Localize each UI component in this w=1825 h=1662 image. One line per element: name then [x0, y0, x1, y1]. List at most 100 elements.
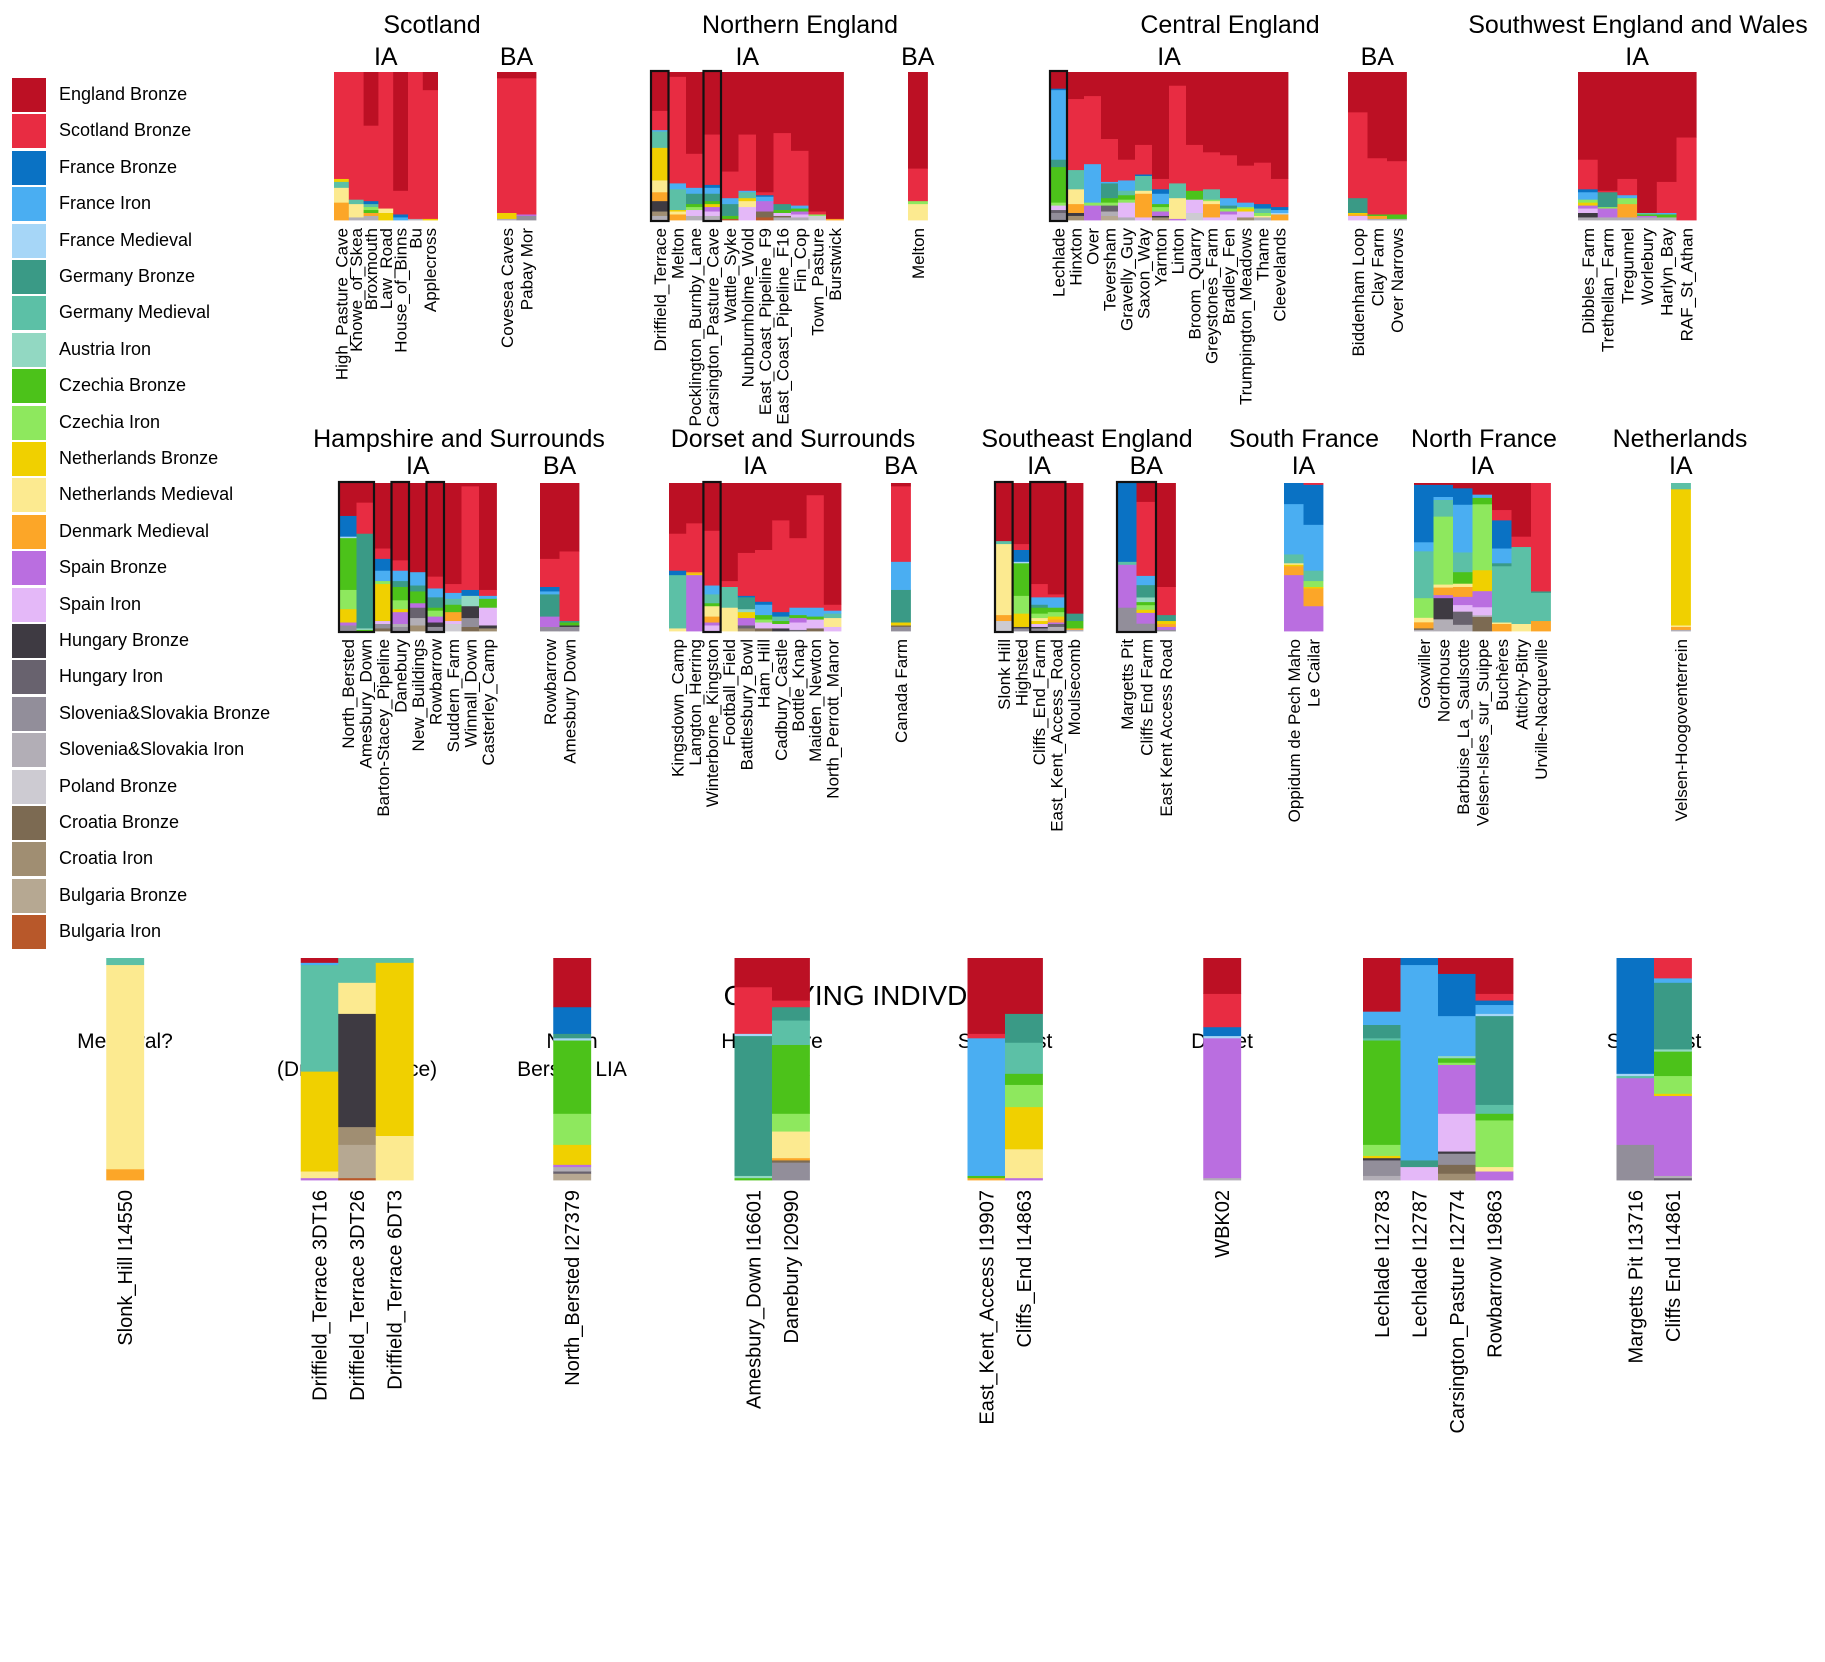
segment-NM: [1135, 190, 1153, 194]
segment-SB: [721, 171, 739, 199]
bar-label: Barbuise_La_Saulsotte: [1454, 639, 1473, 815]
segment-FB: [1117, 483, 1137, 562]
legend-swatch: [12, 478, 46, 513]
segment-HI: [1047, 623, 1066, 627]
segment-NB: [374, 583, 392, 622]
legend-item: Slovenia&Slovakia Bronze: [12, 696, 302, 731]
bar: [1237, 72, 1255, 221]
bar: [756, 72, 774, 221]
segment-CrB: [755, 628, 773, 632]
segment-SSI: [1065, 629, 1084, 632]
bar: [995, 483, 1013, 632]
segment-SB: [1152, 178, 1170, 190]
segment-EB: [1152, 72, 1170, 179]
segment-SSI: [1578, 217, 1599, 221]
segment-NB: [651, 147, 669, 181]
legend-swatch: [12, 514, 46, 549]
segment-SpI: [686, 209, 704, 216]
segment-GM: [1511, 546, 1532, 624]
segment-CB: [1656, 214, 1677, 218]
segment-FB: [393, 214, 409, 218]
segment-CI: [363, 206, 379, 211]
segment-EB: [1118, 72, 1136, 160]
bar-label: Bu: [406, 228, 425, 249]
bar: [391, 483, 410, 632]
bar: [773, 72, 792, 221]
bar: [738, 72, 757, 221]
bar-label: New_Buildings: [409, 639, 428, 751]
segment-DM: [444, 611, 462, 622]
bar: [1453, 483, 1473, 632]
segment-SpI: [1348, 215, 1368, 221]
segment-SSI: [497, 218, 517, 221]
segment-SSB: [461, 617, 480, 627]
segment-SB: [1101, 138, 1119, 182]
segment-SSB: [1438, 1153, 1476, 1165]
bar: [1414, 483, 1434, 632]
bar: [444, 483, 462, 632]
period-label: IA: [1157, 43, 1181, 71]
segment-SB: [755, 549, 773, 602]
bar-label: Linton: [1169, 228, 1188, 274]
segment-SB: [808, 211, 827, 215]
segment-DM: [1067, 203, 1085, 213]
segment-CI: [1438, 1062, 1476, 1065]
segment-CB: [734, 1177, 773, 1181]
bar-label: Football_Field: [720, 639, 739, 746]
segment-FI: [703, 585, 721, 595]
highlight-box: [337, 480, 376, 634]
segment-PB: [808, 215, 827, 221]
segment-SpB: [1303, 605, 1324, 632]
segment-CB: [1136, 601, 1157, 606]
segment-CI: [1654, 1075, 1692, 1094]
segment-EB: [1136, 483, 1157, 502]
bar: [1367, 72, 1388, 221]
segment-NB: [375, 962, 414, 1136]
bar-label: Goxwiller: [1415, 639, 1434, 709]
segment-GB: [1136, 584, 1157, 598]
period-group-ia: IA Slonk HillHighstedCliffs_End_FarmEast_…: [993, 452, 1084, 832]
segment-NB: [1237, 208, 1255, 212]
bar-label: Knowe_of_Skea: [347, 227, 366, 351]
segment-SpB: [756, 200, 774, 212]
legend-item: Denmark Medieval: [12, 514, 302, 549]
segment-EB: [891, 483, 911, 487]
outlier-group: HampshireMIA-LIAAmesbury_Down I16601Dane…: [721, 958, 823, 1409]
segment-HB: [479, 625, 497, 629]
segment-DM: [1367, 215, 1388, 219]
legend-label: Germany Bronze: [59, 266, 196, 286]
segment-SpI: [738, 206, 757, 221]
bar: [1284, 483, 1304, 632]
segment-NM: [1284, 562, 1304, 565]
segment-CB: [772, 620, 790, 624]
legend-label: Denmark Medieval: [59, 520, 210, 541]
segment-GM: [1284, 554, 1304, 564]
segment-CrB: [806, 628, 825, 632]
bar: [1387, 72, 1407, 221]
segment-SpB: [339, 622, 357, 626]
segment-NM: [338, 982, 377, 1014]
segment-NB: [703, 203, 722, 208]
legend-label: Bulgaria Iron: [59, 921, 162, 942]
period-group-ia: IA Oppidum de Pech Maho Le Cailar: [1284, 452, 1324, 822]
segment-SSB: [391, 626, 410, 632]
segment-SpB: [1047, 622, 1066, 624]
bar-label: Driffield_Terrace: [651, 228, 670, 351]
segment-DM: [1303, 588, 1324, 607]
segment-EB: [1363, 958, 1401, 1012]
segment-NM: [1030, 617, 1049, 622]
segment-DM: [1047, 619, 1066, 623]
segment-NB: [553, 1144, 592, 1165]
segment-DM: [1065, 628, 1084, 630]
segment-EB: [1438, 958, 1476, 974]
bar-label: Moulsecomb: [1065, 639, 1084, 735]
segment-EB: [686, 72, 704, 154]
legend-item: Czechia Iron: [12, 405, 302, 440]
bar-label: Melton: [668, 228, 687, 279]
segment-GB: [1400, 1160, 1439, 1168]
segment-FB: [1414, 484, 1434, 543]
segment-NM: [1492, 622, 1512, 624]
